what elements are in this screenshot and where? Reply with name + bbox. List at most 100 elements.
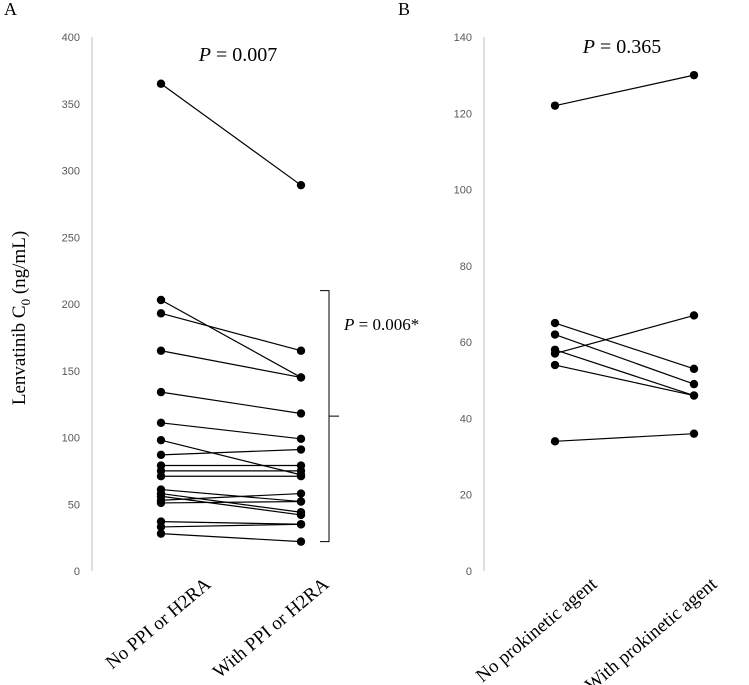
panel-a-pair-line-2 bbox=[160, 312, 302, 352]
panel-a-point-before-4 bbox=[156, 387, 166, 397]
panel-b-points bbox=[550, 70, 699, 446]
panel-a-series-lines bbox=[160, 83, 302, 543]
y-axis-label: Lenvatinib C0 (ng/mL) bbox=[9, 231, 33, 405]
panel-b-point-after-5 bbox=[689, 391, 699, 400]
panel-a-bracket-p-text: = 0.006* bbox=[354, 315, 419, 334]
panel-a-pair-line-11 bbox=[160, 488, 302, 503]
panel-a-point-before-18 bbox=[156, 529, 166, 538]
panel-b-y-tick-label-2: 40 bbox=[460, 413, 472, 425]
panel-a-point-after-7 bbox=[296, 445, 306, 454]
y-axis-label-subscript: 0 bbox=[18, 299, 33, 306]
panel-a-point-before-5 bbox=[156, 418, 166, 428]
panel-a-category-with: With PPI or H2RA bbox=[209, 574, 333, 683]
panel-b-point-after-0 bbox=[689, 70, 699, 80]
panel-a-point-before-15 bbox=[156, 498, 166, 508]
panel-a-pair-line-3 bbox=[160, 350, 302, 379]
panel-b-p-value: P = 0.365 bbox=[582, 36, 662, 58]
panel-a-point-before-6 bbox=[156, 435, 166, 445]
y-axis-label-unit: (ng/mL) bbox=[9, 231, 30, 299]
panel-b-point-after-4 bbox=[689, 311, 699, 320]
panel-b-point-after-1 bbox=[689, 364, 699, 374]
panel-b-point-before-1 bbox=[550, 318, 560, 328]
panel-b-point-before-5 bbox=[550, 360, 560, 370]
panel-a-point-after-13 bbox=[296, 510, 306, 520]
panel-a-point-after-2 bbox=[296, 346, 306, 355]
y-axis-label-main: Lenvatinib C bbox=[9, 305, 30, 405]
panel-a-point-before-2 bbox=[156, 309, 166, 318]
panel-b-chart: 0 20 40 60 80 100 120 140 P = 0.365 No prokinet… bbox=[454, 32, 722, 685]
panel-b-y-tick-label-6: 120 bbox=[454, 108, 472, 120]
panel-a-chart: 0 50 100 150 200 250 300 350 400 P = 0.007 P = 0… bbox=[62, 32, 420, 683]
panel-a-point-before-17 bbox=[156, 522, 166, 532]
panel-a-category-no: No PPI or H2RA bbox=[102, 574, 216, 674]
panel-a-y-tick-label-5: 250 bbox=[62, 232, 80, 244]
panel-a-point-after-15 bbox=[296, 497, 306, 506]
panel-a-point-after-18 bbox=[296, 537, 306, 546]
panel-label-a: A bbox=[4, 0, 17, 19]
panel-a-point-after-14 bbox=[296, 489, 306, 498]
panel-a-pair-line-14 bbox=[160, 492, 302, 501]
panel-a-pair-line-1 bbox=[160, 299, 302, 378]
panel-b-pair-line-4 bbox=[554, 314, 695, 355]
panel-b-point-before-6 bbox=[550, 437, 560, 446]
panel-b-y-tick-label-0: 0 bbox=[466, 566, 472, 578]
panel-b-pair-line-5 bbox=[554, 364, 695, 397]
panel-b-y-ticks: 0 20 40 60 80 100 120 140 bbox=[454, 32, 472, 578]
panel-a-pair-line-15 bbox=[160, 500, 302, 504]
panel-b-point-before-4 bbox=[550, 349, 560, 358]
panel-a-y-tick-label-1: 50 bbox=[68, 499, 80, 511]
panel-b-pair-line-0 bbox=[554, 74, 695, 107]
panel-b-y-tick-label-5: 100 bbox=[454, 185, 472, 197]
panel-a-points bbox=[156, 79, 306, 546]
panel-a-y-tick-label-0: 0 bbox=[74, 566, 80, 578]
panel-a-y-tick-label-3: 150 bbox=[62, 366, 80, 378]
panel-b-pair-line-1 bbox=[554, 322, 695, 370]
panel-b-pair-line-2 bbox=[554, 333, 695, 385]
panel-a-pair-line-12 bbox=[160, 492, 302, 513]
panel-b-y-tick-label-4: 80 bbox=[460, 261, 472, 273]
panel-a-bracket-p-letter: P bbox=[343, 315, 354, 334]
panel-b-category-with: With prokinetic agent bbox=[581, 573, 721, 685]
panel-a-point-after-5 bbox=[296, 434, 306, 444]
panel-a-y-tick-label-2: 100 bbox=[62, 433, 80, 445]
panel-a-p-letter: P bbox=[198, 44, 211, 66]
panel-b-p-letter: P bbox=[582, 36, 595, 58]
panel-b-y-tick-label-7: 140 bbox=[454, 32, 472, 44]
panel-a-y-tick-label-8: 400 bbox=[62, 32, 80, 44]
panel-a-pair-line-7 bbox=[160, 448, 302, 456]
panel-a-pair-line-4 bbox=[160, 391, 302, 415]
panel-a-point-before-10 bbox=[156, 472, 166, 481]
panel-a-point-after-3 bbox=[296, 373, 306, 382]
panel-a-p-text: = 0.007 bbox=[211, 44, 277, 66]
panel-b-point-after-2 bbox=[689, 379, 699, 389]
panel-a-point-after-0 bbox=[296, 180, 306, 190]
panel-a-point-after-17 bbox=[296, 520, 306, 529]
panel-b-category-no: No prokinetic agent bbox=[472, 573, 602, 685]
panel-b-p-text: = 0.365 bbox=[595, 36, 661, 58]
panel-a-y-tick-label-7: 350 bbox=[62, 99, 80, 111]
panel-b-y-tick-label-1: 20 bbox=[460, 490, 472, 502]
panel-a-point-after-10 bbox=[296, 472, 306, 481]
panel-a-bracket-p-value: P = 0.006* bbox=[343, 315, 419, 334]
panel-a-bracket bbox=[320, 290, 339, 543]
panel-b-y-tick-label-3: 60 bbox=[460, 337, 472, 349]
panel-a-point-after-4 bbox=[296, 409, 306, 418]
panel-a-pair-line-18 bbox=[160, 533, 302, 543]
panel-a-p-value: P = 0.007 bbox=[198, 44, 278, 66]
panel-b-series-lines bbox=[554, 74, 695, 442]
panel-a-pair-line-0 bbox=[160, 83, 302, 186]
panel-a-pair-line-17 bbox=[160, 523, 302, 528]
panel-b-pair-line-6 bbox=[554, 433, 695, 442]
panel-a-pair-line-5 bbox=[160, 422, 302, 440]
panel-a-point-before-7 bbox=[156, 450, 166, 460]
panel-b-point-after-6 bbox=[689, 429, 699, 438]
panel-b-point-before-0 bbox=[550, 101, 560, 110]
panel-label-b: B bbox=[398, 0, 410, 19]
panel-a-y-tick-label-6: 300 bbox=[62, 166, 80, 178]
panel-a-point-before-3 bbox=[156, 346, 166, 355]
panel-a-y-tick-label-4: 200 bbox=[62, 299, 80, 311]
panel-a-pair-line-6 bbox=[160, 439, 302, 476]
panel-a-point-before-1 bbox=[156, 295, 166, 305]
panel-b-pair-line-3 bbox=[554, 349, 695, 397]
